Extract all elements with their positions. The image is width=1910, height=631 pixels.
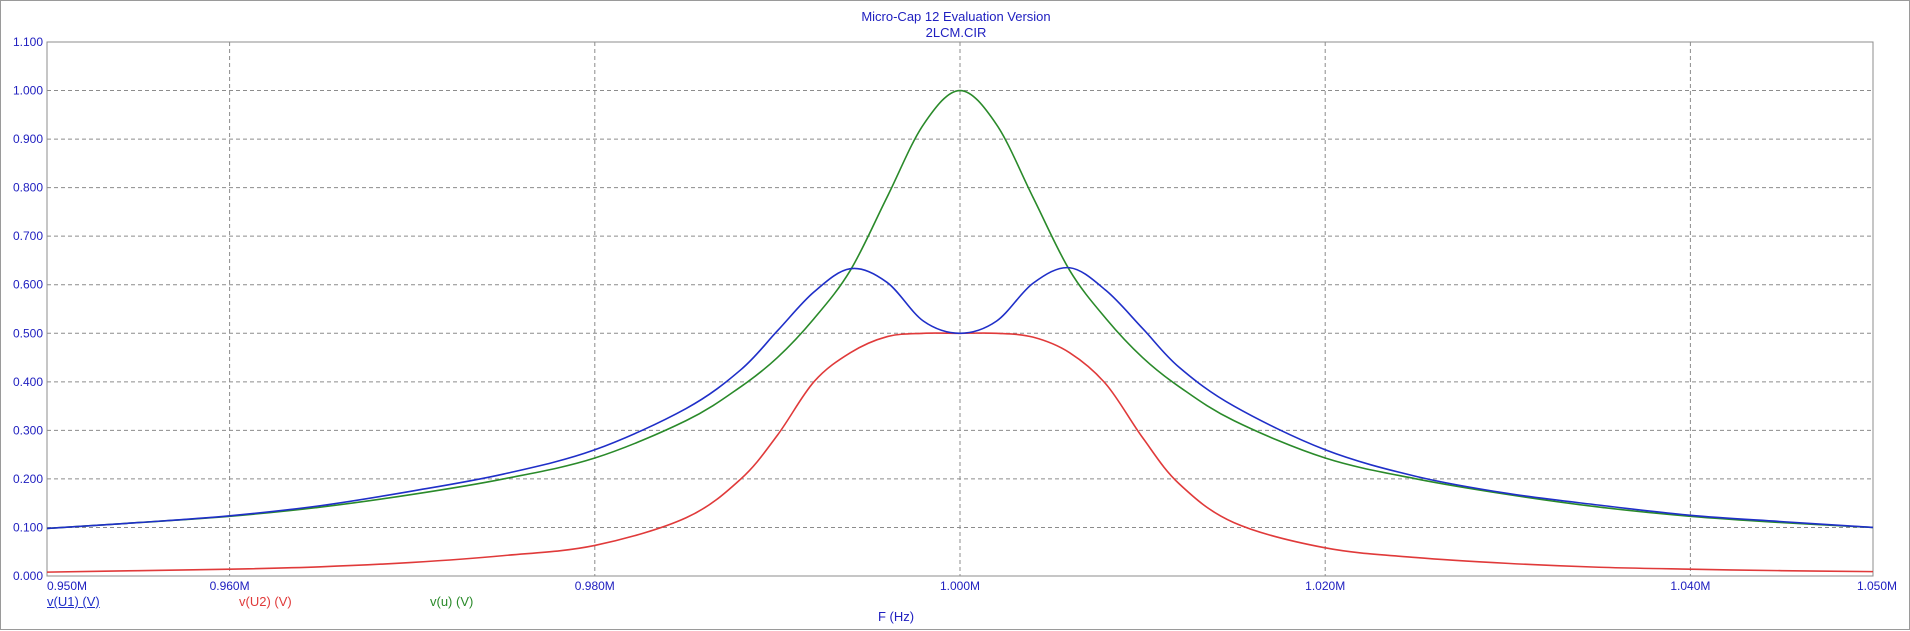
y-tick-label: 0.800	[13, 181, 43, 195]
y-tick-label: 0.300	[13, 423, 43, 437]
y-tick-label: 0.600	[13, 278, 43, 292]
x-tick-label: 0.950M	[47, 579, 87, 593]
chart-title: Micro-Cap 12 Evaluation Version	[861, 9, 1051, 24]
y-tick-label: 0.500	[13, 326, 43, 340]
legend-item-v-u1[interactable]: v(U1) (V)	[47, 594, 100, 609]
x-tick-label: 1.020M	[1305, 579, 1345, 593]
y-tick-label: 0.400	[13, 375, 43, 389]
y-tick-label: 0.700	[13, 229, 43, 243]
x-tick-label: 0.980M	[575, 579, 615, 593]
chart-subtitle: 2LCM.CIR	[925, 25, 987, 40]
x-axis-label: F (Hz)	[877, 609, 915, 624]
y-tick-label: 1.100	[13, 35, 43, 49]
x-tick-label: 1.040M	[1670, 579, 1710, 593]
series-line-v-u	[46, 89, 1874, 530]
series-line-v-u2	[46, 332, 1874, 573]
x-tick-label: 0.960M	[210, 579, 250, 593]
x-tick-label: 1.000M	[940, 579, 980, 593]
y-tick-label: 0.900	[13, 132, 43, 146]
x-tick-label: 1.050M	[1857, 579, 1897, 593]
legend-item-v-u[interactable]: v(u) (V)	[430, 594, 474, 609]
y-tick-label: 0.000	[13, 569, 43, 583]
y-tick-label: 0.200	[13, 472, 43, 486]
series-line-v-u1	[46, 266, 1874, 530]
y-tick-label: 0.100	[13, 520, 43, 534]
legend-item-v-u2[interactable]: v(U2) (V)	[239, 594, 292, 609]
y-tick-label: 1.000	[13, 84, 43, 98]
